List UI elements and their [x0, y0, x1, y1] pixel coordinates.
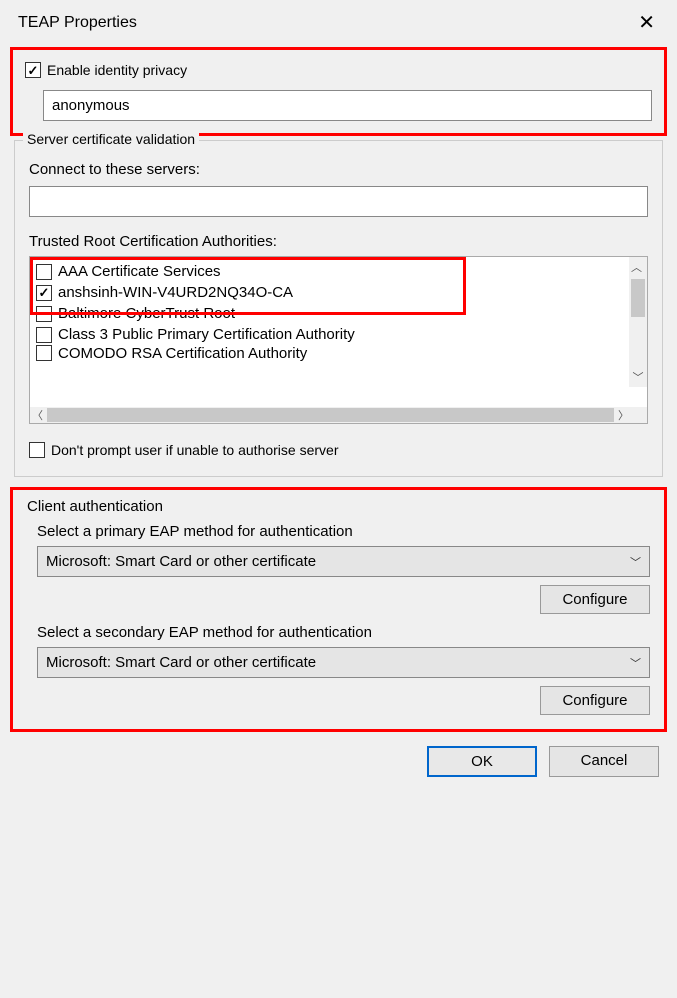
cancel-button[interactable]: Cancel: [549, 746, 659, 777]
ca-label: COMODO RSA Certification Authority: [58, 345, 307, 361]
dont-prompt-label: Don't prompt user if unable to authorise…: [51, 442, 339, 458]
secondary-eap-dropdown[interactable]: Microsoft: Smart Card or other certifica…: [37, 647, 650, 678]
connect-servers-input[interactable]: [29, 186, 648, 217]
dont-prompt-checkbox[interactable]: [29, 442, 45, 458]
window-title: TEAP Properties: [18, 14, 137, 32]
ca-row: Class 3 Public Primary Certification Aut…: [36, 324, 645, 345]
ca-checkbox[interactable]: [36, 345, 52, 361]
scroll-thumb[interactable]: [631, 279, 645, 317]
secondary-eap-value: Microsoft: Smart Card or other certifica…: [46, 654, 316, 671]
ca-checkbox[interactable]: [36, 306, 52, 322]
trusted-ca-label: Trusted Root Certification Authorities:: [29, 233, 648, 250]
ca-checkbox[interactable]: [36, 285, 52, 301]
ca-row: anshsinh-WIN-V4URD2NQ34O-CA: [36, 282, 645, 303]
scroll-right-icon[interactable]: 〉: [618, 407, 629, 423]
scroll-left-icon[interactable]: 〈: [32, 407, 43, 423]
close-icon[interactable]: ✕: [628, 8, 665, 37]
chevron-down-icon: ﹀: [630, 554, 641, 570]
connect-servers-label: Connect to these servers:: [29, 161, 648, 178]
hscroll-thumb[interactable]: [47, 408, 614, 422]
scroll-up-icon[interactable]: ︿: [631, 257, 645, 277]
ca-row: AAA Certificate Services: [36, 261, 645, 282]
identity-privacy-section: Enable identity privacy: [10, 47, 667, 136]
primary-eap-value: Microsoft: Smart Card or other certifica…: [46, 553, 316, 570]
horizontal-scrollbar[interactable]: 〈 〉: [30, 407, 647, 423]
scroll-down-icon[interactable]: ﹀: [633, 367, 644, 387]
primary-eap-label: Select a primary EAP method for authenti…: [37, 523, 650, 540]
chevron-down-icon: ﹀: [630, 655, 641, 671]
secondary-eap-label: Select a secondary EAP method for authen…: [37, 624, 650, 641]
titlebar: TEAP Properties ✕: [0, 0, 677, 41]
identity-privacy-label: Enable identity privacy: [47, 62, 187, 78]
server-validation-group: Server certificate validation Connect to…: [14, 140, 663, 477]
ca-label: Baltimore CyberTrust Root: [58, 305, 235, 322]
identity-privacy-input[interactable]: [43, 90, 652, 121]
ca-row: COMODO RSA Certification Authority: [36, 345, 645, 361]
client-auth-section: Client authentication Select a primary E…: [10, 487, 667, 732]
vertical-scrollbar[interactable]: ︿ ﹀: [629, 257, 647, 387]
dialog-button-row: OK Cancel: [0, 738, 677, 777]
ca-row: Baltimore CyberTrust Root: [36, 303, 645, 324]
client-auth-title: Client authentication: [27, 498, 650, 515]
primary-configure-button[interactable]: Configure: [540, 585, 650, 614]
dialog-window: TEAP Properties ✕ Enable identity privac…: [0, 0, 677, 998]
ca-label: Class 3 Public Primary Certification Aut…: [58, 326, 355, 343]
ok-button[interactable]: OK: [427, 746, 537, 777]
identity-privacy-checkbox[interactable]: [25, 62, 41, 78]
secondary-configure-button[interactable]: Configure: [540, 686, 650, 715]
ca-checkbox[interactable]: [36, 264, 52, 280]
ca-label: AAA Certificate Services: [58, 263, 221, 280]
ca-label: anshsinh-WIN-V4URD2NQ34O-CA: [58, 284, 293, 301]
trusted-ca-listbox[interactable]: AAA Certificate Services anshsinh-WIN-V4…: [29, 256, 648, 424]
server-validation-title: Server certificate validation: [23, 131, 199, 147]
ca-checkbox[interactable]: [36, 327, 52, 343]
primary-eap-dropdown[interactable]: Microsoft: Smart Card or other certifica…: [37, 546, 650, 577]
